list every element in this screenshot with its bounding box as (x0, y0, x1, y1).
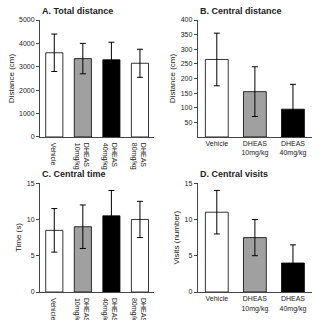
svg-text:150: 150 (181, 90, 193, 97)
svg-text:0: 0 (188, 288, 192, 295)
svg-text:15: 15 (185, 180, 193, 187)
svg-text:DHEAS40mg/kg: DHEAS40mg/kg (280, 295, 307, 312)
svg-text:C. Central time: C. Central time (42, 169, 106, 179)
svg-text:Distance (cm): Distance (cm) (7, 53, 16, 103)
svg-text:Vehicle: Vehicle (206, 295, 229, 302)
svg-text:5: 5 (31, 252, 35, 259)
svg-text:100: 100 (181, 104, 193, 111)
svg-text:DHEAS10mg/kg: DHEAS10mg/kg (73, 143, 90, 170)
svg-text:50: 50 (185, 119, 193, 126)
svg-text:DHEAS10mg/kg: DHEAS10mg/kg (241, 140, 268, 157)
svg-text:4000: 4000 (19, 40, 35, 47)
svg-text:DHEAS80mg/kg: DHEAS80mg/kg (130, 298, 147, 320)
svg-text:DHEAS40mg/kg: DHEAS40mg/kg (101, 298, 118, 320)
svg-text:A. Total distance: A. Total distance (42, 6, 113, 16)
svg-text:DHEAS40mg/kg: DHEAS40mg/kg (280, 140, 307, 157)
svg-text:Visits (number): Visits (number) (172, 210, 181, 264)
svg-text:0: 0 (31, 133, 35, 140)
svg-text:B. Central distance: B. Central distance (200, 6, 282, 16)
svg-text:400: 400 (181, 16, 193, 23)
svg-text:10: 10 (27, 216, 35, 223)
svg-text:15: 15 (27, 180, 35, 187)
svg-text:0: 0 (31, 288, 35, 295)
svg-text:2000: 2000 (19, 87, 35, 94)
svg-text:DHEAS40mg/kg: DHEAS40mg/kg (101, 143, 118, 170)
svg-text:5000: 5000 (19, 16, 35, 23)
svg-text:DHEAS10mg/kg: DHEAS10mg/kg (241, 295, 268, 312)
svg-text:Vehicle: Vehicle (206, 140, 229, 147)
svg-text:200: 200 (181, 75, 193, 82)
svg-text:Vehicle: Vehicle (50, 298, 57, 320)
svg-text:D. Central visits: D. Central visits (200, 169, 268, 179)
svg-text:5: 5 (188, 252, 192, 259)
svg-text:Vehicle: Vehicle (50, 143, 57, 166)
svg-text:350: 350 (181, 31, 193, 38)
svg-text:3000: 3000 (19, 63, 35, 70)
svg-text:Time (s): Time (s) (15, 223, 24, 252)
svg-text:Distance (cm): Distance (cm) (168, 53, 177, 103)
svg-text:DHEAS10mg/kg: DHEAS10mg/kg (73, 298, 90, 320)
svg-text:10: 10 (185, 216, 193, 223)
svg-text:1000: 1000 (19, 110, 35, 117)
svg-text:DHEAS80mg/kg: DHEAS80mg/kg (130, 143, 147, 170)
svg-text:300: 300 (181, 46, 193, 53)
svg-text:250: 250 (181, 60, 193, 67)
